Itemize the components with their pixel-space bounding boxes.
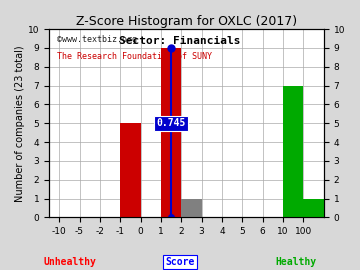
Text: Score: Score — [165, 257, 195, 267]
Text: The Research Foundation of SUNY: The Research Foundation of SUNY — [57, 52, 212, 61]
Bar — [303, 198, 324, 217]
Y-axis label: Number of companies (23 total): Number of companies (23 total) — [15, 45, 25, 202]
Bar — [181, 198, 202, 217]
Text: Healthy: Healthy — [276, 257, 317, 267]
Bar — [120, 123, 141, 217]
Bar — [283, 86, 303, 217]
Bar — [161, 48, 181, 217]
Text: Unhealthy: Unhealthy — [43, 257, 96, 267]
Title: Z-Score Histogram for OXLC (2017): Z-Score Histogram for OXLC (2017) — [76, 15, 297, 28]
Text: Sector: Financials: Sector: Financials — [119, 36, 241, 46]
Text: ©www.textbiz.org: ©www.textbiz.org — [57, 35, 137, 44]
Text: 0.745: 0.745 — [157, 118, 186, 128]
